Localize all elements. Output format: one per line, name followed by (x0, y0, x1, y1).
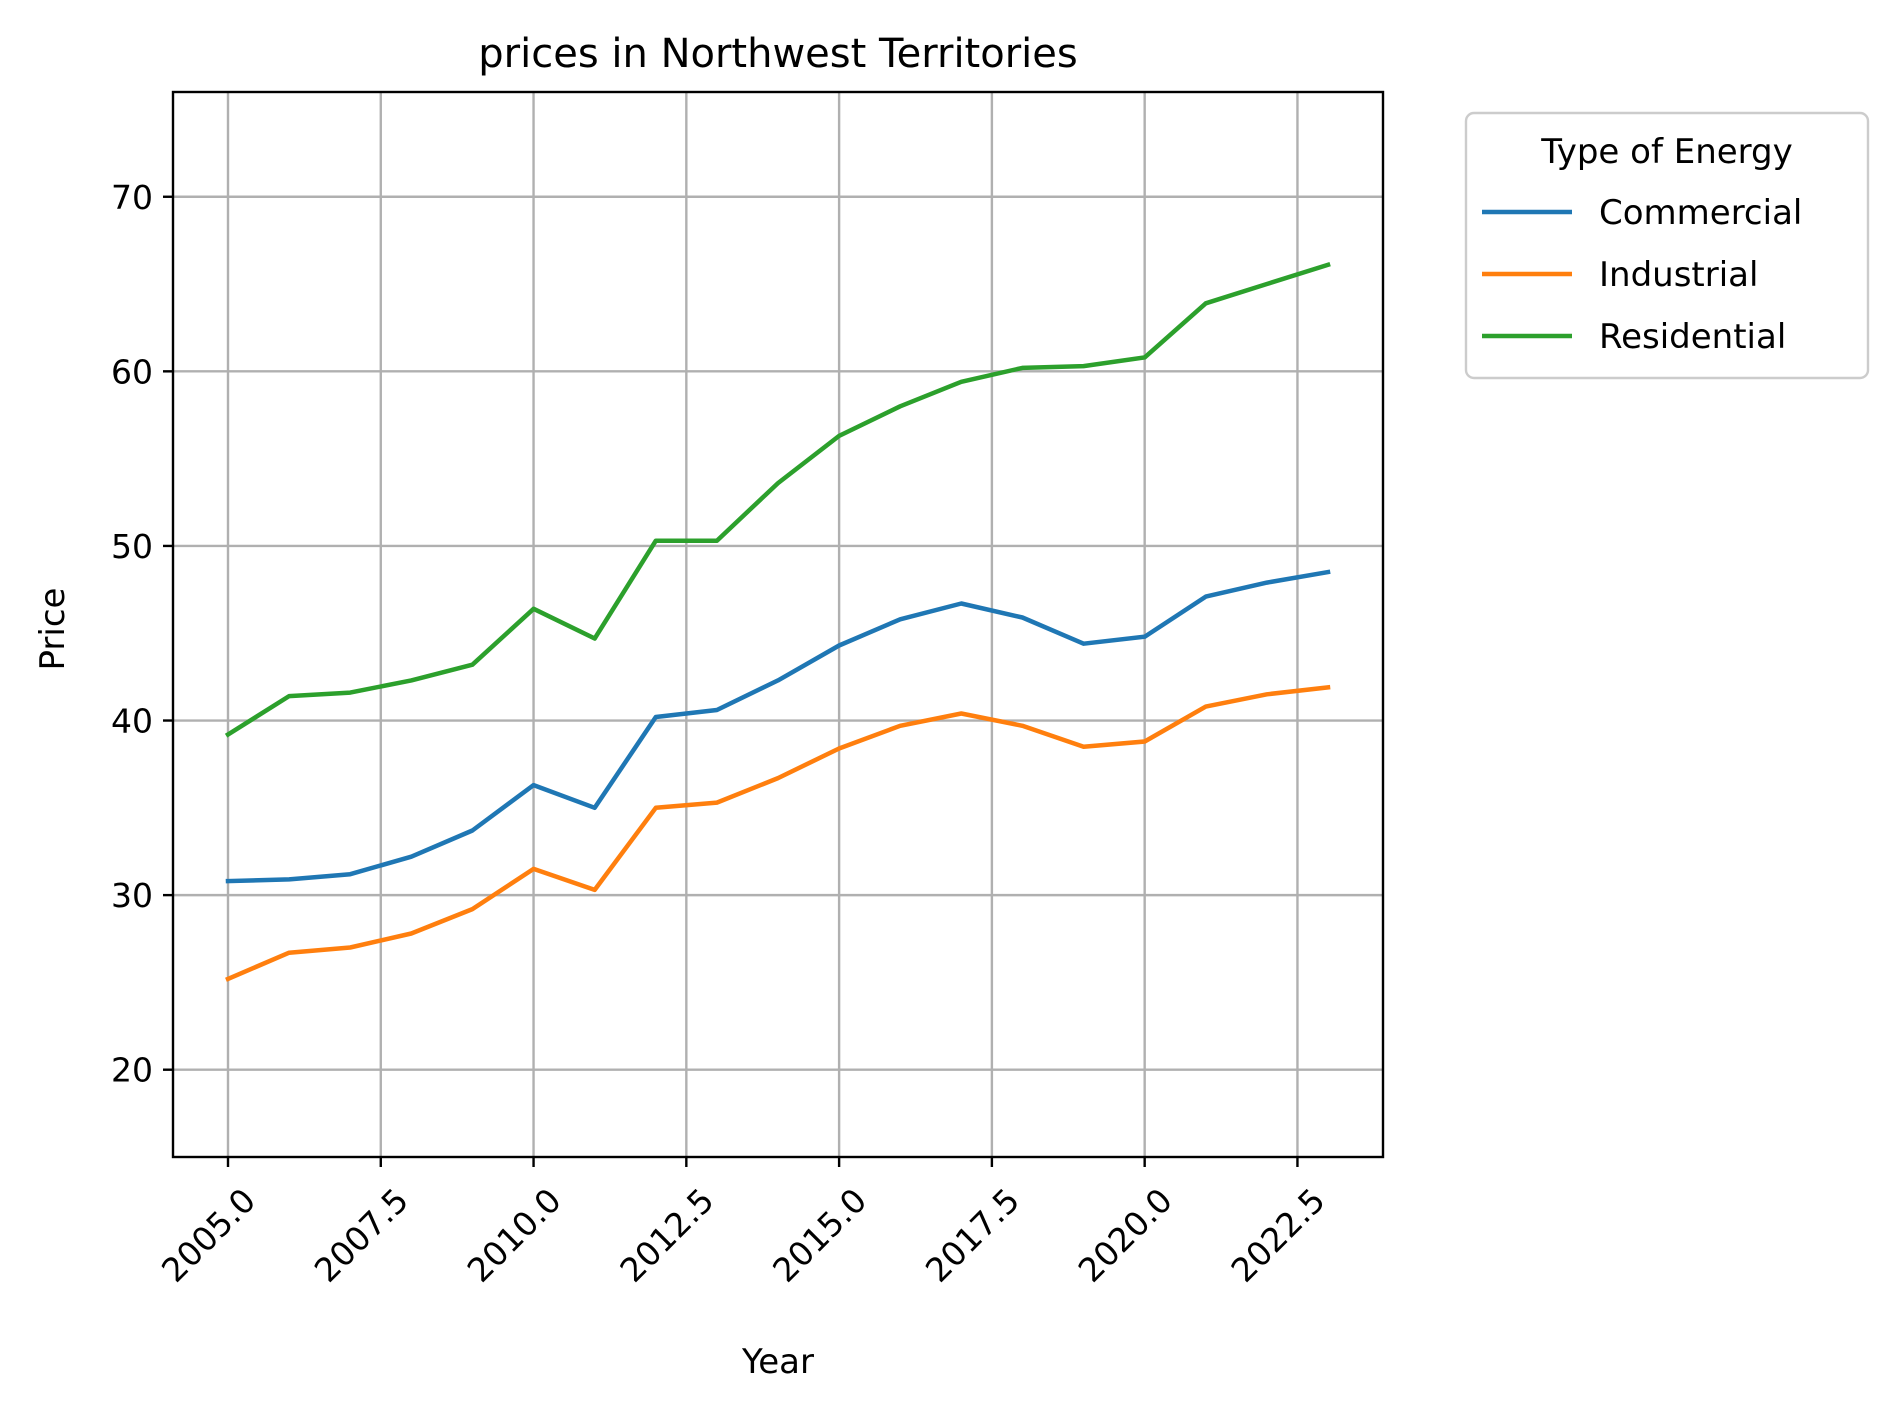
series-line-residential (224, 261, 1331, 738)
plot-frame (171, 90, 1385, 1159)
y-tick-label: 60 (111, 352, 153, 391)
legend: Type of Energy Commercial Industrial Resid… (1464, 111, 1870, 380)
legend-title: Type of Energy (1540, 132, 1793, 172)
y-tick-label: 30 (111, 876, 153, 915)
y-axis-label: Price (33, 588, 73, 671)
legend-label-residential: Residential (1599, 317, 1786, 357)
y-tick-label: 50 (111, 527, 153, 566)
y-tick-label: 40 (111, 702, 153, 741)
y-tick-label: 70 (111, 178, 153, 217)
y-tick-label: 20 (111, 1051, 153, 1090)
legend-label-industrial: Industrial (1599, 255, 1758, 295)
series-line-industrial (225, 684, 1331, 982)
chart-title: prices in Northwest Territories (478, 31, 1077, 77)
series-line-commercial (225, 569, 1331, 884)
series-layer (224, 261, 1331, 982)
x-axis-label: Year (741, 1342, 814, 1382)
legend-items: Commercial Industrial Residential (1482, 193, 1802, 357)
legend-box (1464, 111, 1870, 380)
legend-label-commercial: Commercial (1599, 193, 1802, 233)
